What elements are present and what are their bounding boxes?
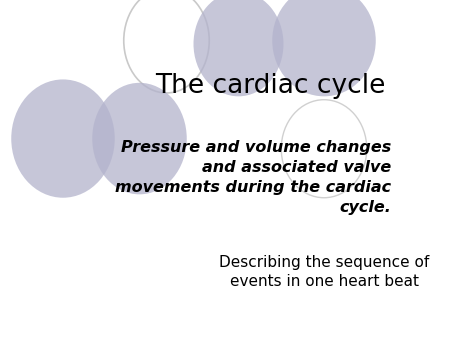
Ellipse shape — [194, 0, 284, 96]
Ellipse shape — [11, 79, 115, 198]
Ellipse shape — [92, 83, 187, 194]
Text: Pressure and volume changes
and associated valve
movements during the cardiac
cy: Pressure and volume changes and associat… — [115, 140, 392, 215]
Text: The cardiac cycle: The cardiac cycle — [155, 73, 385, 99]
Text: Describing the sequence of
events in one heart beat: Describing the sequence of events in one… — [219, 255, 429, 289]
Ellipse shape — [272, 0, 376, 96]
